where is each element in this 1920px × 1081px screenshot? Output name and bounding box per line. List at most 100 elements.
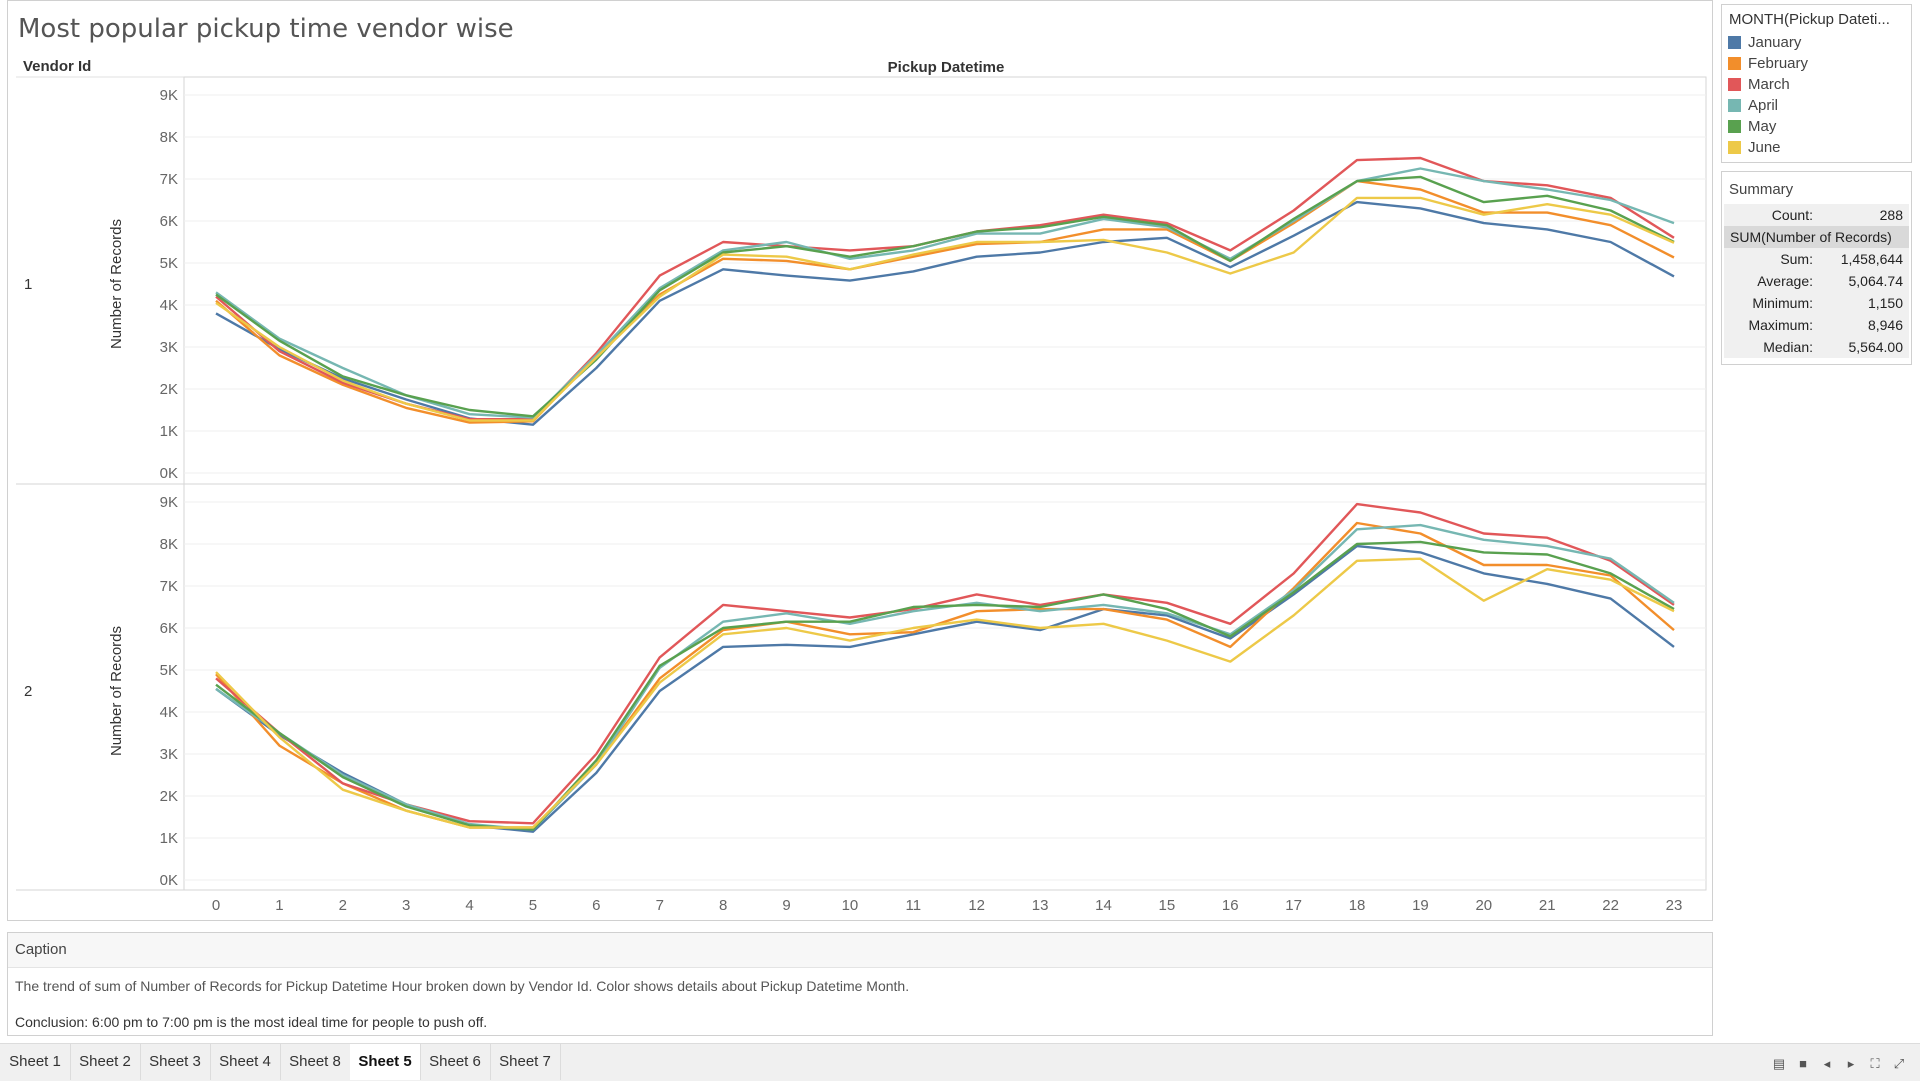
y-tick-label: 4K [160,297,178,314]
series-line-june[interactable] [215,557,1675,829]
tab-sheet-2[interactable]: Sheet 2 [70,1044,141,1080]
series-line-may[interactable] [215,540,1675,831]
tab-sheet-1[interactable]: Sheet 1 [0,1044,71,1080]
fit-icon[interactable]: ⛶ [1870,1056,1880,1071]
y-tick-label: 1K [160,830,178,847]
series-line-january[interactable] [215,200,1675,426]
summary-stat-value: 1,458,644 [1840,251,1903,267]
y-tick-label: 7K [160,578,178,595]
series-line-april[interactable] [215,523,1675,831]
caption-panel: Caption The trend of sum of Number of Re… [7,932,1713,1036]
summary-count-label: Count: [1771,207,1813,223]
fullscreen-icon[interactable]: ⤢ [1893,1056,1905,1071]
previous-sheet-icon[interactable]: ◂ [1823,1056,1831,1071]
summary-stat-label: Sum: [1780,251,1813,267]
summary-stats: Count: 288 SUM(Number of Records) Sum: 1,… [1724,204,1909,358]
y-tick-label: 1K [160,423,178,440]
row-header-vendor-id: Vendor Id [23,58,91,75]
legend-swatch [1728,141,1741,154]
legend-title: MONTH(Pickup Dateti... [1729,11,1890,28]
summary-stat-value: 5,064.74 [1848,273,1904,289]
legend-item-january[interactable]: January [1722,32,1911,53]
filmstrip-icon[interactable]: ■ [1799,1056,1807,1071]
x-tick-label: 6 [592,897,600,914]
legend-swatch [1728,36,1741,49]
tab-sheet-4[interactable]: Sheet 4 [210,1044,281,1080]
x-tick-label: 15 [1159,897,1176,914]
x-tick-label: 12 [968,897,985,914]
summary-stat-value: 1,150 [1867,295,1903,311]
x-tick-label: 5 [529,897,537,914]
series-line-march[interactable] [215,502,1675,825]
summary-stat-value: 5,564.00 [1848,339,1904,355]
line-chart[interactable]: Vendor Id Pickup Datetime 0K 1K 2K 3K 4K 5K 6K… [0,0,1715,925]
tab-sheet-7[interactable]: Sheet 7 [490,1044,561,1080]
color-legend[interactable]: MONTH(Pickup Dateti... January February Ma… [1721,4,1912,163]
summary-stat-label: Average: [1757,273,1813,289]
y-tick-label: 5K [160,662,178,679]
legend-label: February [1748,55,1809,72]
x-tick-label: 1 [275,897,283,914]
summary-row: Average: 5,064.74 [1724,270,1909,292]
sheet-frame [7,0,1713,921]
y-tick-label: 7K [160,171,178,188]
x-tick-label: 4 [465,897,473,914]
y-tick-label: 6K [160,620,178,637]
sheet-navigation: ▤ ■ ◂ ▸ ⛶ ⤢ [1772,1056,1906,1072]
next-sheet-icon[interactable]: ▸ [1847,1056,1855,1071]
legend-item-june[interactable]: June [1722,137,1911,158]
y-tick-label: 9K [160,87,178,104]
y-axis-title: Number of Records [108,626,125,756]
x-tick-label: 13 [1032,897,1049,914]
x-tick-label: 16 [1222,897,1239,914]
tab-sheet-8[interactable]: Sheet 8 [280,1044,351,1080]
page-title: Most popular pickup time vendor wise [18,14,514,44]
legend-swatch [1728,99,1741,112]
legend-item-march[interactable]: March [1722,74,1911,95]
caption-conclusion: Conclusion: 6:00 pm to 7:00 pm is the mo… [15,1014,488,1030]
series-line-february[interactable] [215,521,1675,829]
y-tick-label: 6K [160,213,178,230]
legend-item-may[interactable]: May [1722,116,1911,137]
series-line-february[interactable] [215,179,1675,424]
x-tick-label: 20 [1475,897,1492,914]
x-tick-label: 7 [656,897,664,914]
legend-label: May [1748,118,1777,135]
legend-label: June [1748,139,1781,156]
y-tick-label: 8K [160,536,178,553]
series-line-march[interactable] [215,156,1675,421]
series-line-may[interactable] [215,175,1675,418]
legend-item-april[interactable]: April [1722,95,1911,116]
series-line-january[interactable] [215,544,1675,833]
x-tick-label: 17 [1285,897,1302,914]
series-line-april[interactable] [215,167,1675,419]
y-tick-label: 5K [160,255,178,272]
summary-row: Sum: 1,458,644 [1724,248,1909,270]
x-tick-label: 0 [212,897,220,914]
x-tick-label: 22 [1602,897,1619,914]
x-tick-label: 9 [782,897,790,914]
summary-row: Maximum: 8,946 [1724,314,1909,336]
legend-item-february[interactable]: February [1722,53,1911,74]
summary-count-row: Count: 288 [1724,204,1909,226]
tab-sheet-3[interactable]: Sheet 3 [140,1044,211,1080]
summary-row: Minimum: 1,150 [1724,292,1909,314]
caption-title: Caption [8,933,1712,968]
y-tick-label: 9K [160,494,178,511]
series-line-june[interactable] [215,196,1675,422]
x-axis: 0 1 2 3 4 5 6 7 8 9 10 11 12 13 14 15 16 17 18 19 20 21 22 23 [212,897,1683,914]
tab-sheet-6[interactable]: Sheet 6 [420,1044,491,1080]
show-sheets-icon[interactable]: ▤ [1772,1056,1786,1071]
vendor-id-label: 1 [24,276,32,293]
panel-vendor-2: 0K 1K 2K 3K 4K 5K 6K 7K 8K 9K Number of Records 2 [16,483,1707,891]
x-tick-label: 11 [906,897,922,914]
summary-card: Summary Count: 288 SUM(Number of Records… [1721,171,1912,365]
y-tick-label: 2K [160,788,178,805]
y-axis-title: Number of Records [108,219,125,349]
summary-stat-label: Median: [1763,339,1813,355]
sheet-tab-bar: Sheet 1 Sheet 2 Sheet 3 Sheet 4 Sheet 8 Sheet… [0,1043,1920,1081]
tab-sheet-5[interactable]: Sheet 5 [350,1044,421,1080]
x-tick-label: 23 [1666,897,1683,914]
x-tick-label: 14 [1095,897,1112,914]
